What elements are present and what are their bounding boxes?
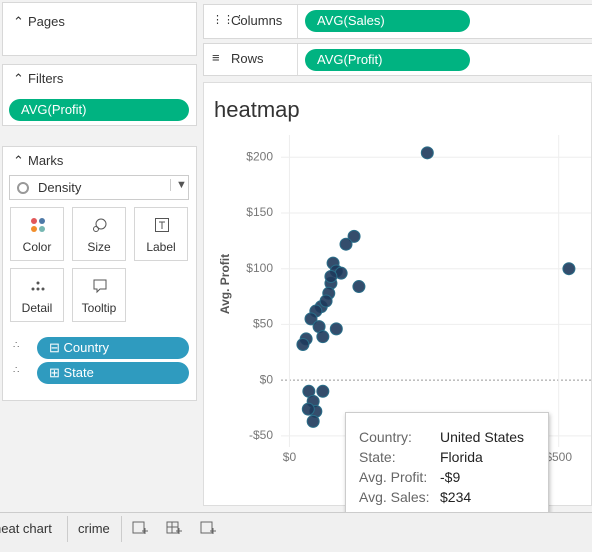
tooltip-key: Avg. Profit: [359, 469, 428, 485]
density-icon [17, 182, 29, 194]
tooltip-key: Country: [359, 429, 412, 445]
mark-type: Density [38, 180, 82, 195]
chart-title: heatmap [214, 97, 300, 122]
density-point [296, 337, 310, 351]
filter-pill[interactable]: AVG(Profit) [9, 99, 189, 121]
filters-header: Filters [28, 71, 64, 86]
detail-icon [31, 281, 45, 291]
button-label: Color [22, 240, 52, 254]
marks-header: Marks [28, 153, 64, 168]
tooltip-icon [93, 279, 107, 294]
columns-icon: ⋮⋮⋮ [212, 14, 245, 26]
density-point [306, 414, 320, 428]
label-button[interactable]: Label [134, 207, 188, 261]
field-pill[interactable]: ⊞ State [37, 362, 189, 384]
y-tick-label: $50 [253, 317, 273, 331]
tab-label: heat chart [0, 521, 52, 536]
detail-icon: ∴ [13, 340, 20, 351]
pill-text: AVG(Sales) [317, 13, 385, 28]
density-point [316, 384, 330, 398]
density-point [420, 146, 434, 160]
shelf-label: Rows [231, 51, 264, 66]
detail-icon: ∴ [13, 365, 20, 376]
tooltip-value: United States [440, 429, 525, 445]
pill-text: AVG(Profit) [21, 102, 87, 117]
x-tick-label: $500 [545, 450, 572, 464]
density-point [352, 280, 366, 294]
tab-bar [0, 512, 592, 552]
tooltip-value: -$9 [440, 469, 461, 485]
button-label: Size [87, 240, 111, 254]
rows-pill[interactable]: AVG(Profit) [305, 49, 470, 71]
dropdown-arrow: ▼ [170, 179, 187, 191]
detail-button[interactable]: Detail [10, 268, 64, 322]
button-label: Tooltip [81, 301, 117, 315]
pill-text: Country [63, 340, 110, 355]
field-pill[interactable]: ⊟ Country [37, 337, 189, 359]
expand-icon: ⊞ [49, 365, 64, 380]
density-point [301, 402, 315, 416]
density-point [304, 312, 318, 326]
y-tick-label: $200 [246, 149, 273, 163]
density-point [316, 330, 330, 344]
y-tick-label: $100 [246, 261, 273, 275]
x-tick-label: $0 [283, 450, 297, 464]
divider [297, 44, 298, 75]
columns-pill[interactable]: AVG(Sales) [305, 10, 470, 32]
sheet-tab[interactable]: crime [70, 516, 122, 542]
y-tick-label: $150 [246, 205, 273, 219]
caret[interactable]: ⌃ [13, 153, 24, 168]
density-point [324, 270, 338, 284]
pages-card: ⌃ Pages [2, 2, 197, 56]
y-tick-label: $0 [260, 372, 274, 386]
density-point [562, 262, 576, 276]
tooltip-value: $234 [440, 489, 472, 505]
pill-text: State [63, 365, 94, 380]
y-axis-title: Avg. Profit [218, 254, 232, 314]
rows-icon: ≡ [212, 50, 220, 65]
divider [297, 5, 298, 38]
marks-card: ⌃ Marks Density ▼ Color Size Label Detai… [2, 146, 197, 401]
caret[interactable]: ⌃ [13, 14, 24, 29]
y-tick-label: -$50 [249, 428, 273, 442]
button-label: Detail [21, 301, 53, 315]
pages-header: Pages [28, 14, 65, 29]
tooltip: Country: United States State: Florida Avg. P… [345, 412, 549, 520]
filters-card: ⌃ Filters AVG(Profit) [2, 64, 197, 126]
shelf-label: Columns [231, 13, 283, 28]
sheet-tab[interactable]: heat chart [0, 516, 68, 542]
columns-shelf: ⋮⋮⋮ Columns AVG(Sales) [203, 4, 592, 39]
tooltip-key: State: [359, 449, 396, 465]
tooltip-value: Florida [440, 449, 483, 465]
label-icon [155, 218, 169, 232]
tooltip-key: Avg. Sales: [359, 489, 430, 505]
size-icon [93, 218, 107, 232]
collapse-icon: ⊟ [49, 340, 64, 355]
mark-type-dropdown[interactable]: Density ▼ [9, 175, 189, 200]
density-point [347, 229, 361, 243]
density-point [339, 237, 353, 251]
color-button[interactable]: Color [10, 207, 64, 261]
rows-shelf: ≡ Rows AVG(Profit) [203, 43, 592, 76]
new-sheet-icons[interactable] [130, 519, 220, 539]
tooltip-button[interactable]: Tooltip [72, 268, 126, 322]
tab-label: crime [78, 521, 110, 536]
size-button[interactable]: Size [72, 207, 126, 261]
density-point [319, 294, 333, 308]
pill-text: AVG(Profit) [317, 52, 383, 67]
caret[interactable]: ⌃ [13, 71, 24, 86]
color-icon [31, 218, 45, 232]
button-label: Label [146, 240, 176, 254]
density-point [329, 322, 343, 336]
